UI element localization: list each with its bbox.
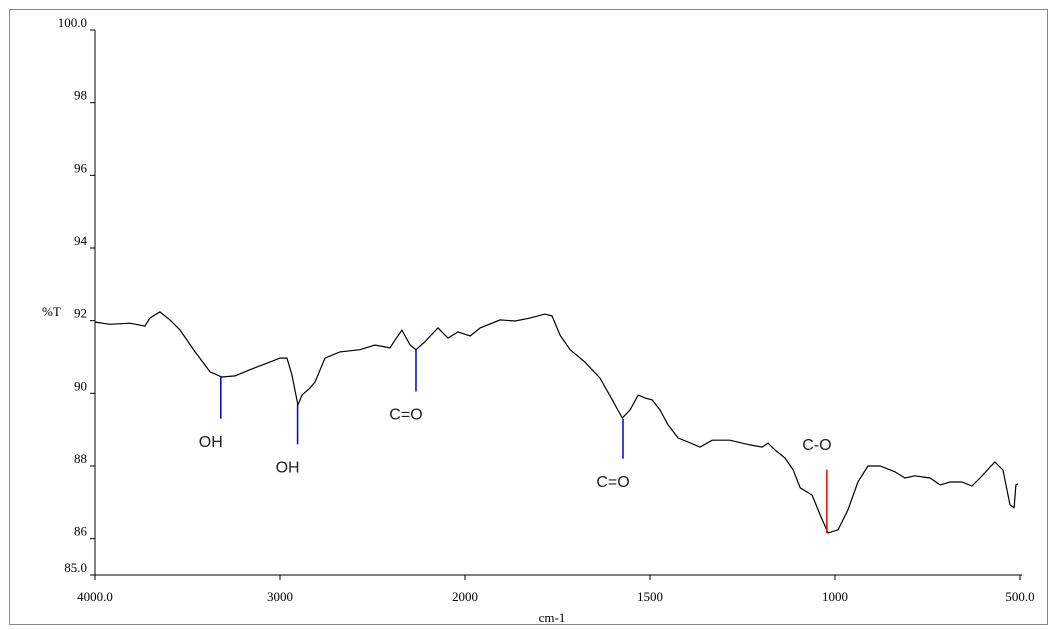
frame bbox=[9, 9, 1048, 625]
y-tick-label: 86 bbox=[74, 524, 88, 539]
x-tick-label: 1000 bbox=[822, 589, 848, 604]
annotation-label: OH bbox=[199, 434, 223, 451]
y-tick-label: 98 bbox=[74, 88, 87, 103]
x-tick-label: 500.0 bbox=[1005, 589, 1034, 604]
y-tick-label: 94 bbox=[74, 233, 88, 248]
y-tick-label: 90 bbox=[74, 378, 87, 393]
y-axis-label: %T bbox=[42, 304, 61, 319]
y-tick-label: 88 bbox=[74, 451, 87, 466]
spectrum-line bbox=[94, 311, 1019, 534]
y-tick-label: 96 bbox=[74, 160, 88, 175]
y-tick-label: 100.0 bbox=[58, 15, 87, 30]
x-tick-label: 2000 bbox=[452, 589, 478, 604]
x-tick-label: 1500 bbox=[637, 589, 663, 604]
x-axis-label: cm-1 bbox=[539, 610, 566, 625]
x-tick-label: 4000.0 bbox=[77, 589, 113, 604]
y-tick-label: 85.0 bbox=[64, 560, 87, 575]
annotation-label: C-O bbox=[802, 437, 831, 454]
annotation-label: OH bbox=[276, 459, 300, 476]
annotation-label: C=O bbox=[596, 474, 629, 491]
x-tick-label: 3000 bbox=[267, 589, 293, 604]
y-tick-label: 92 bbox=[74, 306, 87, 321]
annotation-label: C=O bbox=[389, 407, 422, 424]
